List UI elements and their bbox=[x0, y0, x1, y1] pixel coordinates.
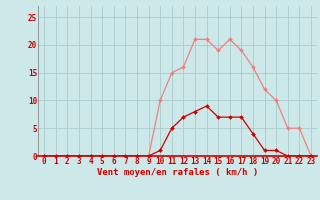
X-axis label: Vent moyen/en rafales ( km/h ): Vent moyen/en rafales ( km/h ) bbox=[97, 168, 258, 177]
